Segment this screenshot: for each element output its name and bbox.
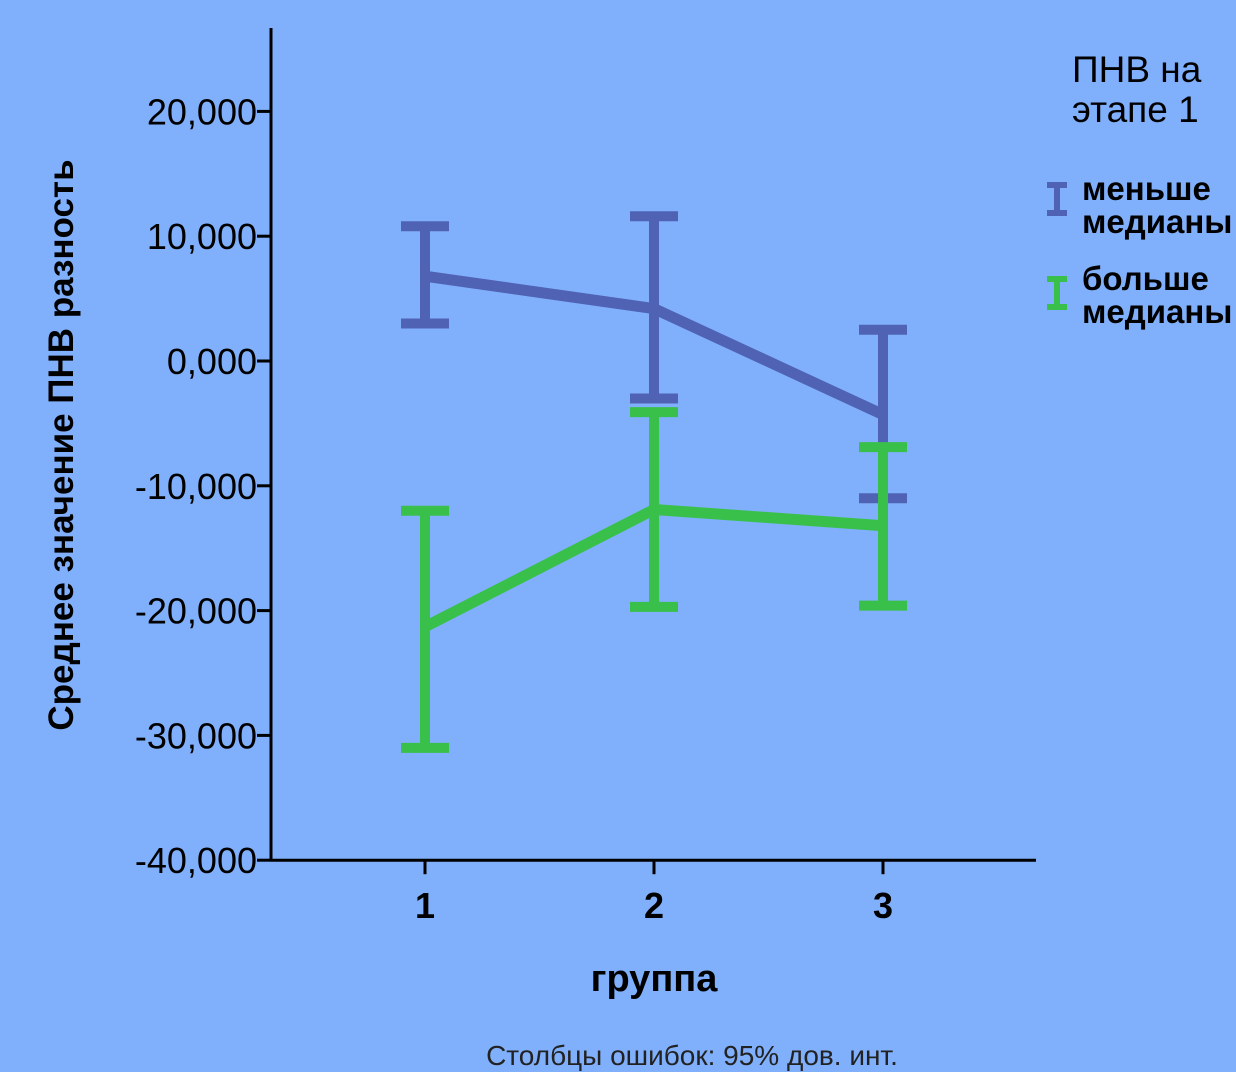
y-tick-label: -40,000 <box>135 840 257 881</box>
series-layer <box>401 211 907 753</box>
series-1 <box>401 211 907 504</box>
legend-title-line2: этапе 1 <box>1072 89 1199 130</box>
y-tick-label: -30,000 <box>135 715 257 756</box>
legend-label-series-1-line1: меньше <box>1082 170 1211 207</box>
x-axis-label: группа <box>590 958 718 1000</box>
x-tick-label: 2 <box>644 885 664 926</box>
legend-item-series-1[interactable]: меньше медианы <box>1082 172 1236 238</box>
x-tick-label: 3 <box>873 885 893 926</box>
legend-swatch-series-2 <box>1047 276 1067 310</box>
legend-swatch-series-1 <box>1047 182 1067 216</box>
x-tick-label: 1 <box>415 885 435 926</box>
y-tick-label: 0,000 <box>167 341 257 382</box>
legend-item-series-2[interactable]: больше медианы <box>1082 262 1236 328</box>
y-tick-label: 20,000 <box>147 91 257 132</box>
legend-title-line1: ПНВ на <box>1072 49 1202 90</box>
y-tick-label: -10,000 <box>135 466 257 507</box>
y-axis-label: Среднее значение ПНВ разность <box>42 159 81 731</box>
series-2 <box>401 407 907 753</box>
legend-label-series-2-line2: медианы <box>1082 293 1233 330</box>
axes: 20,000 10,000 0,000 -10,000 -20,000 -30,000 -4… <box>135 28 1036 926</box>
y-tick-label: 10,000 <box>147 216 257 257</box>
legend-title: ПНВ на этапе 1 <box>1072 50 1236 130</box>
error-bar-footnote: Столбцы ошибок: 95% дов. инт. <box>486 1040 898 1071</box>
legend-label-series-1-line2: медианы <box>1082 203 1233 240</box>
y-tick-label: -20,000 <box>135 591 257 632</box>
legend-label-series-2-line1: больше <box>1082 260 1209 297</box>
